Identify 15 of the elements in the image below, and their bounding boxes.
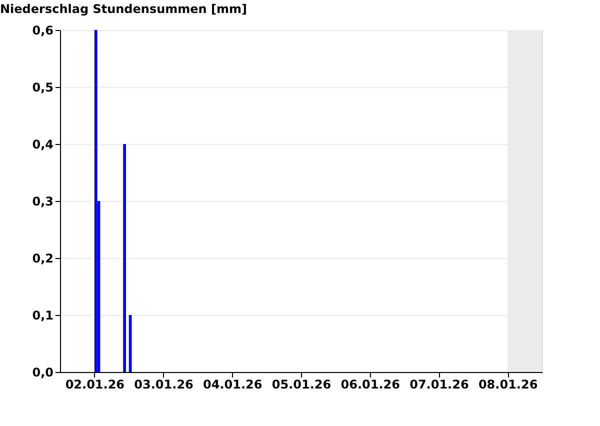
y-tick-label: 0,0 [32, 366, 54, 380]
chart-title: Niederschlag Stundensummen [mm] [0, 2, 247, 16]
x-tick-label: 05.01.26 [272, 378, 332, 392]
y-tick-label: 0,3 [32, 194, 54, 208]
x-tick-label: 02.01.26 [65, 378, 125, 392]
y-tick-label: 0,1 [32, 308, 54, 322]
y-tick-label: 0,2 [32, 252, 54, 266]
x-tick-label: 03.01.26 [134, 378, 194, 392]
y-tick-label: 0,5 [32, 80, 54, 94]
x-tick-label: 06.01.26 [340, 378, 400, 392]
y-tick-label: 0,4 [32, 138, 54, 152]
x-tick-label: 07.01.26 [410, 378, 469, 392]
x-tick-label: 08.01.26 [478, 378, 538, 392]
x-tick-label: 04.01.26 [203, 378, 262, 392]
y-tick-label: 0,6 [32, 24, 54, 38]
